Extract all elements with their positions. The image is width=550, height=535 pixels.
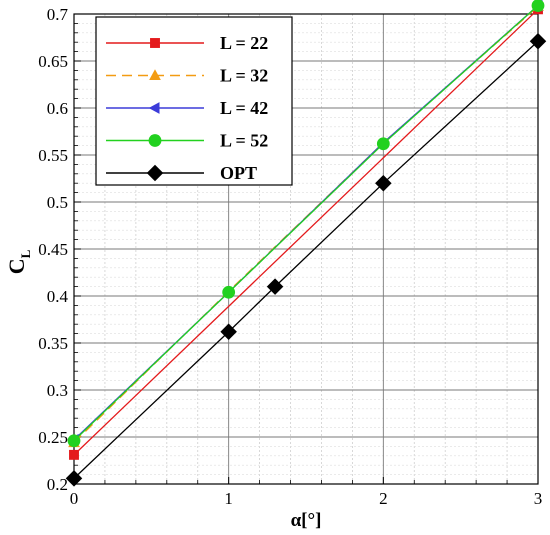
- x-axis-title: α[°]: [291, 510, 322, 531]
- y-tick-label: 0.3: [47, 381, 68, 400]
- y-tick-label: 0.2: [47, 475, 68, 494]
- data-point: [222, 285, 236, 299]
- y-tick-label: 0.55: [38, 146, 68, 165]
- y-tick-label: 0.6: [47, 99, 68, 118]
- x-tick-label: 0: [70, 489, 79, 508]
- legend-label: L = 32: [220, 66, 268, 86]
- legend-item-l-22: L = 22: [106, 33, 268, 53]
- legend-swatch-marker: [150, 38, 160, 48]
- series-line: [73, 5, 539, 442]
- data-point: [375, 174, 392, 192]
- data-point: [266, 278, 284, 295]
- data-point: [65, 470, 83, 487]
- x-tick-label: 1: [224, 489, 233, 508]
- legend-item-l-42: L = 42: [106, 98, 268, 118]
- data-point: [69, 449, 79, 460]
- data-point: [220, 323, 237, 340]
- legend-label: L = 52: [220, 131, 268, 151]
- data-point: [67, 434, 81, 448]
- legend-item-l-52: L = 52: [106, 131, 268, 151]
- series-layer: [65, 0, 547, 487]
- legend: L = 22 L = 32 L = 42 L = 52 OPT: [95, 16, 293, 186]
- legend-label: L = 42: [220, 98, 268, 118]
- x-tick-label: 2: [379, 489, 388, 508]
- data-point: [529, 33, 547, 50]
- series-l-52: [67, 0, 545, 448]
- y-tick-label: 0.35: [38, 334, 68, 353]
- legend-label: OPT: [220, 163, 257, 183]
- legend-swatch-marker: [148, 102, 160, 114]
- legend-box: [95, 16, 293, 186]
- series-line: [73, 8, 539, 456]
- y-axis-title: CL: [4, 249, 33, 274]
- data-point: [376, 137, 390, 151]
- legend-swatch-marker: [146, 164, 164, 182]
- legend-label: L = 22: [220, 33, 268, 53]
- legend-swatch-marker: [148, 134, 162, 147]
- series-opt: [65, 33, 547, 487]
- y-axis-title-sub: L: [18, 249, 33, 258]
- x-tick-label: 3: [534, 489, 543, 508]
- legend-item-l-32: L = 32: [106, 66, 268, 86]
- y-axis-title-main: C: [4, 258, 29, 274]
- tick-labels: 0 1 2 3 0.2 0.25 0.3 0.35 0.4 0.45 0.5 0.55 0.6 0.65 0…: [38, 5, 542, 508]
- y-tick-label: 0.45: [38, 240, 68, 259]
- y-tick-label: 0.65: [38, 52, 68, 71]
- y-tick-label: 0.25: [38, 428, 68, 447]
- legend-swatch-marker: [149, 69, 161, 80]
- y-tick-label: 0.7: [47, 5, 69, 24]
- legend-item-opt: OPT: [106, 163, 257, 183]
- svg-text:CL: CL: [4, 249, 33, 274]
- y-tick-label: 0.5: [47, 193, 68, 212]
- y-tick-label: 0.4: [47, 287, 69, 306]
- data-point: [531, 0, 545, 12]
